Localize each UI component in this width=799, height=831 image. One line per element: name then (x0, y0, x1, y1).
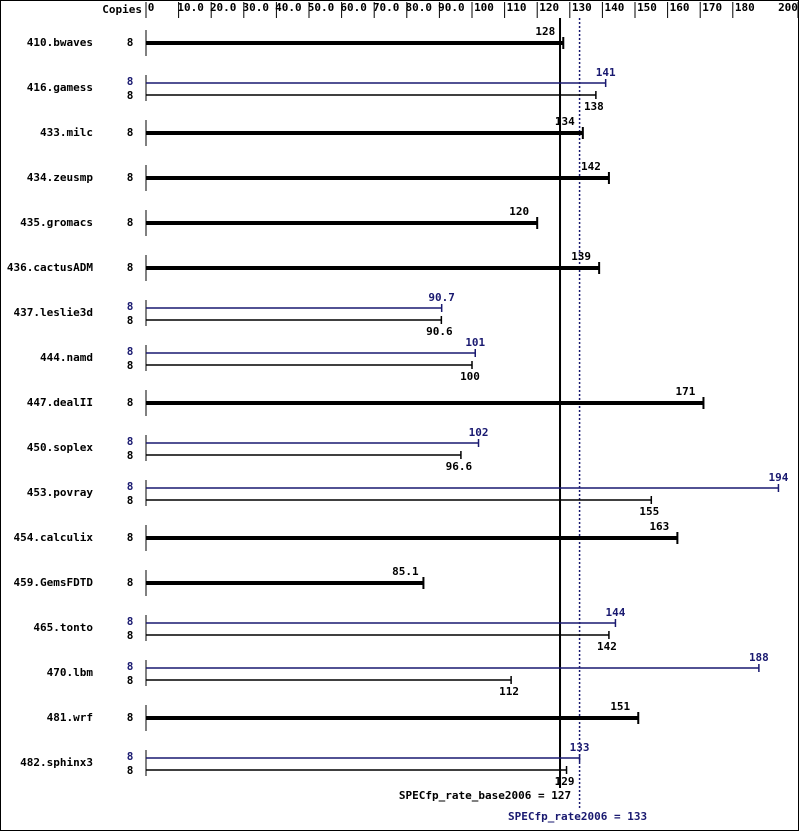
peak-value-label: 102 (469, 426, 489, 439)
peak-copies: 8 (127, 345, 134, 358)
x-tick-label: 30.0 (243, 1, 270, 14)
peak-line-label: SPECfp_rate2006 = 133 (508, 810, 647, 823)
x-tick-label: 120 (539, 1, 559, 14)
base-value-label: 90.6 (426, 325, 453, 338)
benchmark-name: 465.tonto (33, 621, 93, 634)
peak-copies: 8 (127, 660, 134, 673)
base-value-label: 163 (649, 520, 669, 533)
benchmark-name: 454.calculix (14, 531, 94, 544)
peak-value-label: 144 (606, 606, 626, 619)
x-tick-label: 20.0 (210, 1, 237, 14)
base-value-label: 142 (581, 160, 601, 173)
base-value-label: 171 (676, 385, 696, 398)
peak-copies: 8 (127, 480, 134, 493)
base-value-label: 151 (610, 700, 630, 713)
peak-value-label: 90.7 (428, 291, 455, 304)
benchmark-name: 436.cactusADM (7, 261, 93, 274)
x-tick-label: 10.0 (177, 1, 204, 14)
copies-header: Copies (102, 3, 142, 16)
x-tick-label: 130 (572, 1, 592, 14)
x-tick-label: 200 (778, 1, 798, 14)
base-copies: 8 (127, 89, 134, 102)
benchmark-name: 434.zeusmp (27, 171, 94, 184)
peak-value-label: 141 (596, 66, 616, 79)
x-tick-label: 100 (474, 1, 494, 14)
base-copies: 8 (127, 216, 134, 229)
peak-value-label: 101 (465, 336, 485, 349)
base-value-label: 120 (509, 205, 529, 218)
benchmark-name: 470.lbm (47, 666, 94, 679)
base-value-label: 112 (499, 685, 519, 698)
base-copies: 8 (127, 359, 134, 372)
peak-copies: 8 (127, 615, 134, 628)
base-value-label: 96.6 (446, 460, 473, 473)
base-copies: 8 (127, 171, 134, 184)
x-tick-label: 50.0 (308, 1, 335, 14)
benchmark-name: 444.namd (40, 351, 93, 364)
base-value-label: 134 (555, 115, 575, 128)
benchmark-name: 416.gamess (27, 81, 93, 94)
benchmark-name: 453.povray (27, 486, 94, 499)
base-value-label: 129 (555, 775, 575, 788)
base-copies: 8 (127, 531, 134, 544)
base-value-label: 128 (535, 25, 555, 38)
base-copies: 8 (127, 261, 134, 274)
benchmark-name: 482.sphinx3 (20, 756, 93, 769)
base-copies: 8 (127, 576, 134, 589)
benchmark-name: 481.wrf (47, 711, 93, 724)
x-tick-label: 90.0 (438, 1, 465, 14)
base-copies: 8 (127, 629, 134, 642)
x-tick-label: 40.0 (275, 1, 302, 14)
base-copies: 8 (127, 494, 134, 507)
x-tick-label: 0 (148, 1, 155, 14)
x-tick-label: 170 (702, 1, 722, 14)
peak-copies: 8 (127, 75, 134, 88)
base-copies: 8 (127, 126, 134, 139)
benchmark-name: 447.dealII (27, 396, 93, 409)
benchmark-name: 433.milc (40, 126, 93, 139)
base-value-label: 142 (597, 640, 617, 653)
base-copies: 8 (127, 449, 134, 462)
base-value-label: 155 (639, 505, 659, 518)
peak-copies: 8 (127, 750, 134, 763)
base-line-label: SPECfp_rate_base2006 = 127 (399, 789, 571, 802)
x-tick-label: 140 (604, 1, 624, 14)
x-tick-label: 150 (637, 1, 657, 14)
base-copies: 8 (127, 314, 134, 327)
base-copies: 8 (127, 711, 134, 724)
base-value-label: 139 (571, 250, 591, 263)
base-value-label: 138 (584, 100, 604, 113)
peak-copies: 8 (127, 435, 134, 448)
x-tick-label: 60.0 (340, 1, 367, 14)
base-copies: 8 (127, 36, 134, 49)
x-tick-label: 180 (735, 1, 755, 14)
base-value-label: 100 (460, 370, 480, 383)
x-tick-label: 110 (507, 1, 527, 14)
base-value-label: 85.1 (392, 565, 419, 578)
peak-copies: 8 (127, 300, 134, 313)
benchmark-name: 450.soplex (27, 441, 94, 454)
base-copies: 8 (127, 396, 134, 409)
benchmark-name: 410.bwaves (27, 36, 93, 49)
benchmark-name: 435.gromacs (20, 216, 93, 229)
peak-value-label: 188 (749, 651, 769, 664)
benchmark-name: 459.GemsFDTD (14, 576, 94, 589)
x-tick-label: 80.0 (406, 1, 433, 14)
base-copies: 8 (127, 674, 134, 687)
benchmark-name: 437.leslie3d (14, 306, 93, 319)
x-tick-label: 70.0 (373, 1, 400, 14)
peak-value-label: 194 (769, 471, 789, 484)
x-tick-label: 160 (670, 1, 690, 14)
base-copies: 8 (127, 764, 134, 777)
peak-value-label: 133 (570, 741, 590, 754)
